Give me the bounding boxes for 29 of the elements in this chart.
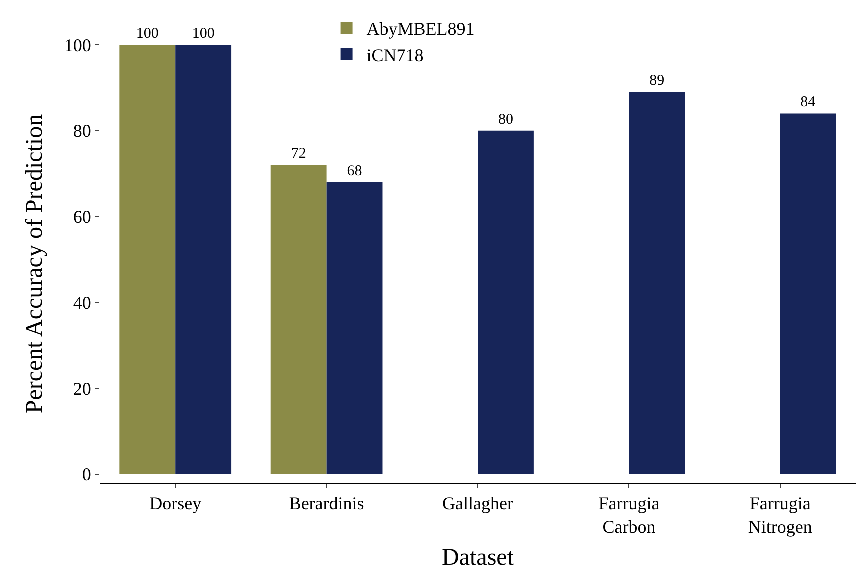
x-tick-label: Farrugia Nitrogen [748,494,812,537]
data-label: 72 [291,146,306,162]
data-label: 100 [136,26,159,42]
y-tick-label: 40 [73,292,92,313]
x-tick-label: Berardinis [289,494,364,514]
y-tick-label: 0 [82,464,92,485]
data-label: 100 [192,26,215,42]
x-tick-label: Farrugia Carbon [598,494,660,537]
bar [326,182,383,474]
bar [780,114,836,474]
y-axis-title: Percent Accuracy of Prediction [22,114,48,414]
y-tick-label: 100 [64,35,92,56]
bar [629,92,686,474]
y-tick-label: 60 [73,207,92,228]
y-tick-label: 80 [73,121,92,142]
y-tick-label: 20 [73,378,92,399]
bar [120,45,176,474]
data-label: 89 [650,73,665,90]
bar [270,165,327,474]
data-label: 68 [347,163,362,180]
legend-label: iCN718 [366,46,424,66]
x-tick-label: Gallagher [442,494,514,514]
data-label: 84 [800,94,816,111]
x-tick-label: Dorsey [150,494,202,514]
legend-label: AbyMBEL891 [366,19,475,40]
x-axis-title: Dataset [442,545,514,571]
data-label: 80 [498,112,514,128]
bar [176,45,232,474]
bar [478,130,534,474]
